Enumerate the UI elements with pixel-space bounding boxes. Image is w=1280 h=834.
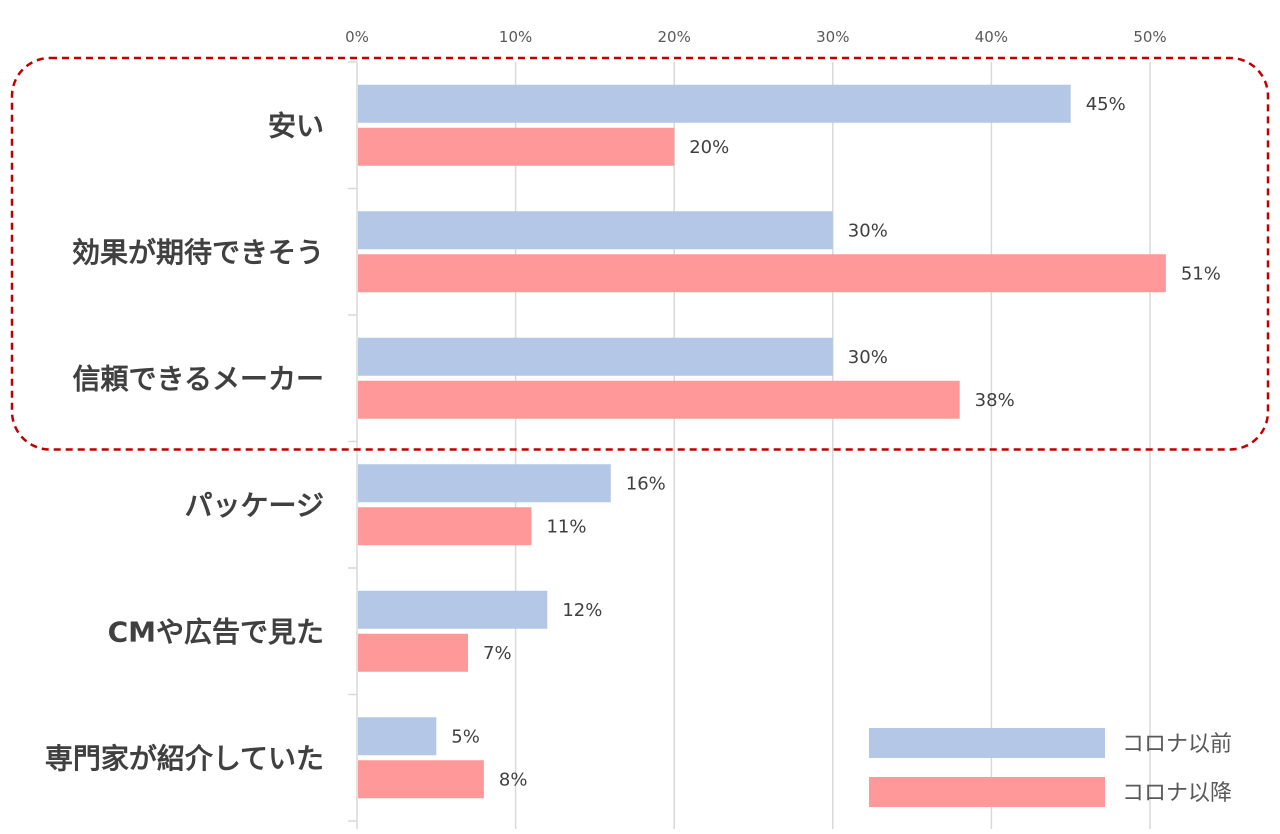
- bar-before: [358, 590, 548, 629]
- data-label: 8%: [499, 769, 528, 790]
- bar-after: [358, 380, 960, 419]
- bar-after: [358, 760, 484, 799]
- data-label: 51%: [1181, 263, 1221, 284]
- data-label: 45%: [1086, 94, 1126, 115]
- bar-before: [358, 84, 1071, 123]
- data-labels: 45% 20% 30% 51% 30% 38% 16% 11% 12% 7% 5% 8%: [451, 94, 1221, 791]
- bar-before: [358, 717, 437, 756]
- category-label: 専門家が紹介していた: [45, 742, 324, 775]
- x-tick-label: 40%: [975, 28, 1008, 46]
- bars: [358, 84, 1166, 799]
- data-label: 5%: [451, 726, 480, 747]
- data-label: 11%: [546, 516, 586, 537]
- legend-swatch: [869, 777, 1105, 807]
- bar-before: [358, 211, 833, 250]
- data-label: 38%: [975, 390, 1015, 411]
- data-label: 30%: [848, 220, 888, 241]
- bar-before: [358, 337, 833, 376]
- x-tick-label: 20%: [658, 28, 691, 46]
- x-axis-ticks: 0% 10% 20% 30% 40% 50%: [345, 28, 1167, 46]
- x-tick-label: 50%: [1133, 28, 1166, 46]
- bar-after: [358, 507, 532, 546]
- data-label: 16%: [626, 473, 666, 494]
- data-label: 30%: [848, 347, 888, 368]
- legend-label: コロナ以前: [1122, 732, 1232, 757]
- gridlines: [348, 61, 1151, 829]
- x-tick-label: 30%: [816, 28, 849, 46]
- category-label: パッケージ: [185, 489, 324, 522]
- x-tick-label: 0%: [345, 28, 369, 46]
- category-label: 安い: [268, 109, 324, 142]
- category-label: CMや広告で見た: [108, 615, 324, 648]
- bar-after: [358, 127, 675, 166]
- legend-label: コロナ以降: [1122, 781, 1232, 806]
- data-label: 20%: [689, 137, 729, 158]
- bar-after: [358, 633, 469, 672]
- bar-after: [358, 254, 1166, 293]
- bar-before: [358, 464, 611, 503]
- legend-swatch: [869, 728, 1105, 758]
- highlight-box: [10, 56, 1270, 451]
- x-tick-label: 10%: [499, 28, 532, 46]
- data-label: 12%: [562, 600, 602, 621]
- category-label: 信頼できるメーカー: [73, 362, 324, 395]
- category-label: 効果が期待できそう: [72, 236, 324, 269]
- data-label: 7%: [483, 643, 512, 664]
- highlight-dashed-border: [10, 56, 1270, 451]
